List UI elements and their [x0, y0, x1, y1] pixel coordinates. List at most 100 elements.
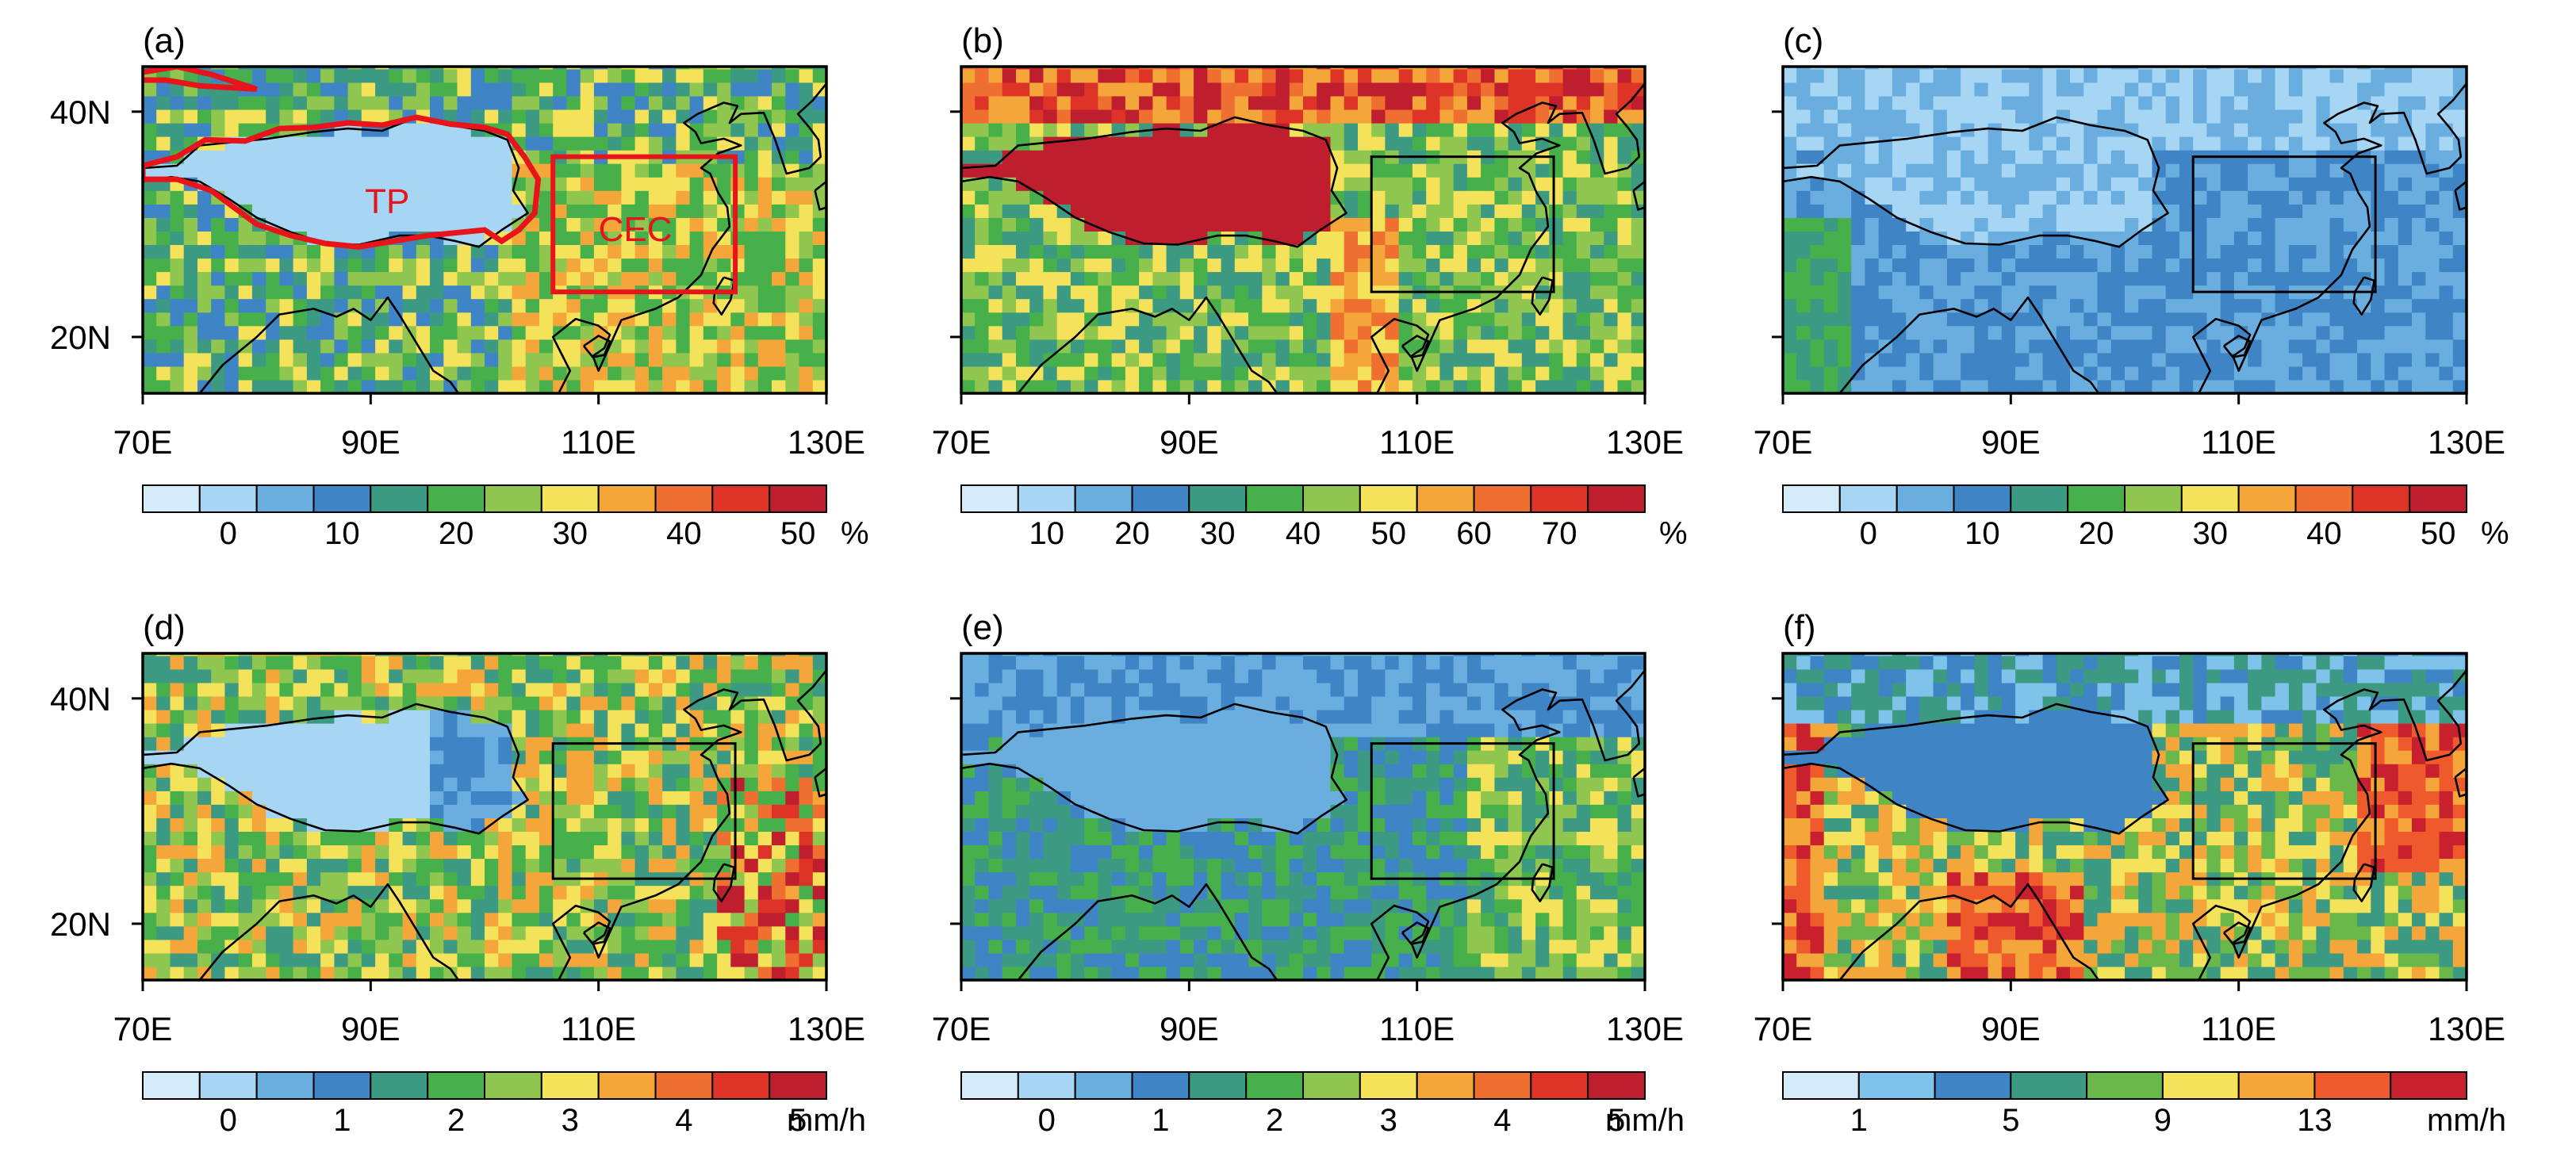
grid-cell [1330, 366, 1345, 381]
grid-cell [1535, 163, 1550, 178]
grid-cell [593, 163, 608, 178]
grid-cell [988, 325, 1003, 340]
grid-cell [2398, 271, 2413, 286]
grid-cell [580, 967, 595, 980]
grid-cell [1810, 339, 1825, 354]
grid-cell [539, 244, 554, 259]
grid-cell [772, 258, 786, 273]
grid-cell [470, 912, 485, 927]
grid-cell [156, 298, 171, 313]
grid-cell [512, 967, 527, 980]
gridded-field [143, 67, 826, 393]
grid-cell [293, 95, 308, 110]
tp-outline-red [143, 114, 542, 250]
grid-cell [1002, 82, 1017, 97]
grid-cell [1838, 231, 1852, 245]
grid-cell [375, 352, 389, 367]
grid-cell [197, 791, 212, 805]
north-outline-red [143, 67, 258, 92]
grid-cell [470, 136, 485, 151]
grid-cell [485, 82, 499, 97]
grid-cell [2125, 244, 2139, 259]
grid-cell [703, 696, 718, 710]
grid-cell [183, 109, 198, 124]
india-coastline [198, 296, 460, 393]
grid-cell [1084, 231, 1098, 245]
grid-cell [2110, 339, 2126, 354]
grid-cell [799, 258, 814, 273]
grid-cell [730, 366, 746, 381]
grid-cell [143, 791, 157, 805]
grid-cell [238, 817, 253, 832]
grid-cell [744, 844, 759, 860]
grid-cell [1179, 380, 1194, 393]
grid-cell [1562, 352, 1577, 367]
grid-cell [251, 271, 266, 286]
grid-cell [593, 136, 608, 151]
grid-cell [485, 952, 499, 967]
grid-cell [1521, 231, 1536, 245]
grid-cell [1617, 95, 1632, 110]
grid-cell [1481, 217, 1495, 232]
grid-cell [251, 298, 266, 313]
grid-cell [1371, 231, 1386, 245]
grid-cell [279, 912, 294, 927]
grid-cell [2316, 366, 2331, 381]
grid-cell [416, 939, 431, 954]
grid-cell [470, 817, 485, 832]
grid-cell [2275, 82, 2290, 97]
grid-cell [2343, 339, 2358, 354]
grid-cell [470, 366, 485, 381]
grid-cell [1988, 204, 2003, 218]
grid-cell [347, 204, 362, 218]
grid-cell [1865, 136, 1880, 151]
grid-cell [457, 831, 472, 846]
grid-cell [170, 831, 185, 846]
grid-cell [1562, 177, 1577, 191]
grid-cell [279, 109, 294, 124]
grid-cell [1179, 258, 1194, 273]
grid-cell [1439, 380, 1455, 393]
grid-cell [2097, 312, 2112, 327]
grid-cell [279, 858, 294, 873]
grid-cell [1398, 271, 1413, 286]
grid-cell [224, 831, 240, 846]
grid-cell [1933, 68, 1948, 83]
grid-cell [320, 285, 335, 300]
grid-cell [621, 967, 636, 980]
grid-cell [279, 898, 294, 913]
grid-cell [143, 325, 157, 340]
grid-cell [1303, 312, 1317, 327]
grid-cell [498, 939, 512, 954]
grid-cell [293, 339, 308, 354]
grid-cell [251, 380, 266, 393]
grid-cell [1262, 109, 1277, 124]
grid-cell [156, 95, 171, 110]
grid-cell [1906, 244, 1920, 259]
grid-cell [961, 109, 976, 124]
grid-cell [730, 939, 746, 954]
grid-cell [1576, 380, 1591, 393]
grid-cell [1385, 82, 1400, 97]
grid-cell [975, 352, 989, 367]
grid-cell [1330, 82, 1345, 97]
grid-cell [1466, 312, 1482, 327]
grid-cell [1453, 271, 1468, 286]
grid-cell [334, 912, 349, 927]
grid-cell [1234, 298, 1249, 313]
grid-cell [2371, 298, 2386, 313]
grid-cell [1906, 231, 1920, 245]
grid-cell [1426, 136, 1440, 151]
grid-cell [224, 352, 240, 367]
grid-cell [1248, 95, 1263, 110]
grid-cell [553, 858, 567, 873]
grid-cell [2384, 366, 2399, 381]
grid-cell [730, 831, 746, 846]
grid-cell [1439, 95, 1455, 110]
grid-cell [1317, 244, 1331, 259]
grid-cell [279, 380, 294, 393]
grid-cell [2070, 82, 2084, 97]
grid-cell [621, 298, 636, 313]
grid-cell [730, 655, 746, 670]
grid-cell [525, 858, 540, 873]
